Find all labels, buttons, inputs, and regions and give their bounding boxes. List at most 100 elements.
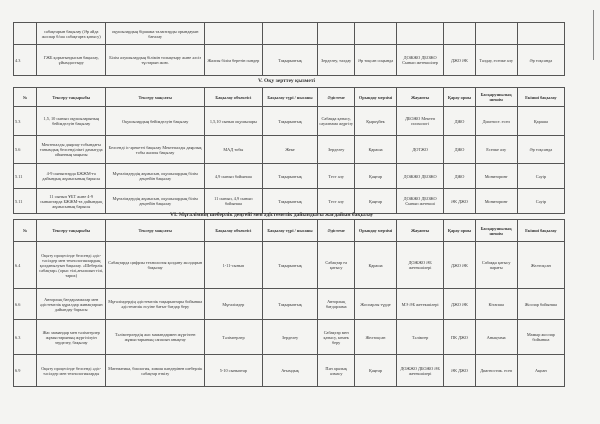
table-cell: Мектепалды даярлау тобындағы танымдық бе… <box>36 135 107 164</box>
table-cell: Авторлық бағдарлама <box>317 288 356 320</box>
table-cell: 11 сынып ҰБТ және 4-9 сыныптарда БЖЖМ-ға… <box>36 188 107 214</box>
table-cell: Тақырыптық <box>261 188 319 214</box>
table-cell: ДОЖЖО ДБОЖО Сынып жетекшілер <box>395 44 445 76</box>
table-cell: Мониторинг <box>474 163 518 189</box>
column-header: № <box>12 87 38 107</box>
table-cell: ДЖО ӘК <box>443 288 476 320</box>
table-cell: Тақырыптық <box>261 288 319 320</box>
table-cell: 1,5, 10 сынып оқушыларының бейімделуін б… <box>36 106 107 136</box>
table-research: № Тексеру тақырыбы Тексеру мақсаты Бақылау … <box>12 87 566 214</box>
table-cell: Желтоқсан <box>516 241 566 289</box>
table-cell: Ақпан <box>516 354 566 387</box>
table-cell: Белсенді іс-әрекетті бақылау Мектепалды … <box>105 135 205 164</box>
table-cell: Әр тоқсанда <box>516 135 566 164</box>
table-row: 5.11 11 сынып ҰБТ және 4-9 сыныптарда БЖЖ… <box>12 188 566 214</box>
table-cell: Қаңтар <box>354 188 397 214</box>
table-cell: 5.11 <box>12 188 38 214</box>
table-row: 5.11 4-9 сыныптарда БЖЖМ-ға дайындық жұмы… <box>12 163 566 189</box>
table-cell: ӘК ДЖО <box>443 354 476 387</box>
table-cell: 5.6 <box>12 135 38 164</box>
table-cell: Жалпы білім беретін пәндер <box>203 44 263 76</box>
table-row: 6.9 Оқыту процесінде белсенді әдіс-тәсілд… <box>12 354 566 387</box>
table-cell: Жас мамандар мен тәлімгерлер жұмыстарыны… <box>36 319 107 355</box>
table-cell: 1-11-сынып <box>203 241 263 289</box>
table-cell: Диагностик. есеп <box>474 354 518 387</box>
column-header: Әдістеме <box>317 219 356 242</box>
column-header: Бақылау объектісі <box>203 87 263 107</box>
table-cell: Кітапша <box>474 288 518 320</box>
header-row: № Тексеру тақырыбы Тексеру мақсаты Бақылау … <box>12 87 566 107</box>
table-cell: Тәлімгерлердің жас мамандармен жүргізген… <box>105 319 205 355</box>
table-cell: Пән аралық алмасу <box>317 354 356 387</box>
table-cell: ПК ДЖО <box>443 319 476 355</box>
table-cell: Зерделеу <box>317 135 356 164</box>
table-cell: ДЖО <box>443 135 476 164</box>
column-header: Бақылау түрі / нысаны <box>261 219 319 242</box>
table-cell: ӘК ДЖО <box>443 188 476 214</box>
table-cell: Мамыр жоспар бойынша <box>516 319 566 355</box>
section-title-6: VI. Мұғалімнің шеберлік деңгейі мен әдіс… <box>170 212 374 218</box>
table-cell: Мұғалімдердің жұмысын, оқушылардың білім… <box>105 188 205 214</box>
table-cell: Сабаққа қатысу парағы <box>474 241 518 289</box>
table-cell: Әр тоқсанда <box>516 44 566 76</box>
table-cell: Сәуір <box>516 188 566 214</box>
table-cell: 5.11 <box>12 163 38 189</box>
section-title-5: V. Оқу зерттеу қызметі <box>258 78 316 84</box>
table-cell: Тақырыптық <box>261 241 319 289</box>
table-cell <box>474 22 518 45</box>
table-cell: ДОЖЖО ДБОЖО ӘБ жетекшілері <box>395 354 445 387</box>
table-cell: Зерделеу <box>261 319 319 355</box>
table-cell: ДОЖЖО ӘБ жетекшілері <box>395 241 445 289</box>
column-header: Орындау мерзімі <box>354 219 397 242</box>
table-cell <box>354 22 397 45</box>
table-cell: Тәлімгерлер <box>203 319 263 355</box>
table-cell: Сабаққа қатысу, сауалнама жүргізу <box>317 106 356 136</box>
table-cell: Тақырыптық <box>261 163 319 189</box>
table-cell: ДЖО ӘК <box>443 241 476 289</box>
table-cell: Тест алу <box>317 163 356 189</box>
column-header: Басқарушылық шешім <box>474 87 518 107</box>
table-cell: МЭ ӘБ жетекшілері <box>395 288 445 320</box>
table-cell: сабақтарын бақылау (Әр айда жоспар б/ша … <box>36 22 107 45</box>
column-header: Бақылау түрі / нысаны <box>261 87 319 107</box>
table-cell: Оқыту процесінде белсенді әдіс-тәсілдер … <box>36 241 107 289</box>
table-row: 6.3 Жас мамандар мен тәлімгерлер жұмыстар… <box>12 319 566 355</box>
table-cell: 5.3 <box>12 106 38 136</box>
table-cell: Сабақтарда цифрлы технология қолдану жол… <box>105 241 205 289</box>
table-cell: Талдау, есепке алу <box>474 44 518 76</box>
table-row: 5.3 1,5, 10 сынып оқушыларының бейімделуі… <box>12 106 566 136</box>
table-cell: Жоспар бойынша <box>516 288 566 320</box>
table-row: 5.6 Мектепалды даярлау тобындағы танымдық… <box>12 135 566 164</box>
table-cell: Сәуір <box>516 163 566 189</box>
table-cell: ГЖБ қорытындысын бақылау, ұйымдастыру <box>36 44 107 76</box>
table-cell: ДОЖЖО ДБОЖО Сынып жетекші <box>395 188 445 214</box>
table-cell: Сабақтар ға қатысу <box>317 241 356 289</box>
table-cell: Математика, биология, химия пәндерінен ш… <box>105 354 205 387</box>
table-cell: 6.3 <box>12 319 38 355</box>
table-cell: Тақырыптық <box>261 106 319 136</box>
table-cell <box>261 22 319 45</box>
table-row: 6.6 Авторлық бағдарламалар мен әдістемелі… <box>12 288 566 320</box>
table-cell: Ағымдық <box>261 354 319 387</box>
table-cell: 5-10 сыныптар <box>203 354 263 387</box>
column-header: Әдістеме <box>317 87 356 107</box>
column-header: Екінші бақылау <box>516 219 566 242</box>
table-cell: ДОТЖО <box>395 135 445 164</box>
page-edge <box>593 10 594 60</box>
table-cell: 4,9 сынып бойынша <box>203 163 263 189</box>
column-header: Тексеру мақсаты <box>105 87 205 107</box>
table-cell: ДОЖЖО ДБОЖО <box>395 163 445 189</box>
table-cell: Диагност. есеп <box>474 106 518 136</box>
column-header: Жауапты <box>395 87 445 107</box>
table-cell: оқушылардың біршама талаптарды орындауын… <box>105 22 205 45</box>
table-cell <box>203 22 263 45</box>
table-cell: Желтоқсан <box>354 319 397 355</box>
table-cell: Тәлімгер <box>395 319 445 355</box>
column-header: Орындау мерзімі <box>354 87 397 107</box>
column-header: Басқарушылық шешім <box>474 219 518 242</box>
column-header: Бақылау объектісі <box>203 219 263 242</box>
table-cell: Мұғалімдердің әдістемелік тақырыптары бо… <box>105 288 205 320</box>
table-cell: Авторлық бағдарламалар мен әдістемелік қ… <box>36 288 107 320</box>
table-cell: 4-9 сыныптарда БЖЖМ-ға дайындық жұмысыны… <box>36 163 107 189</box>
table-cell <box>443 22 476 45</box>
